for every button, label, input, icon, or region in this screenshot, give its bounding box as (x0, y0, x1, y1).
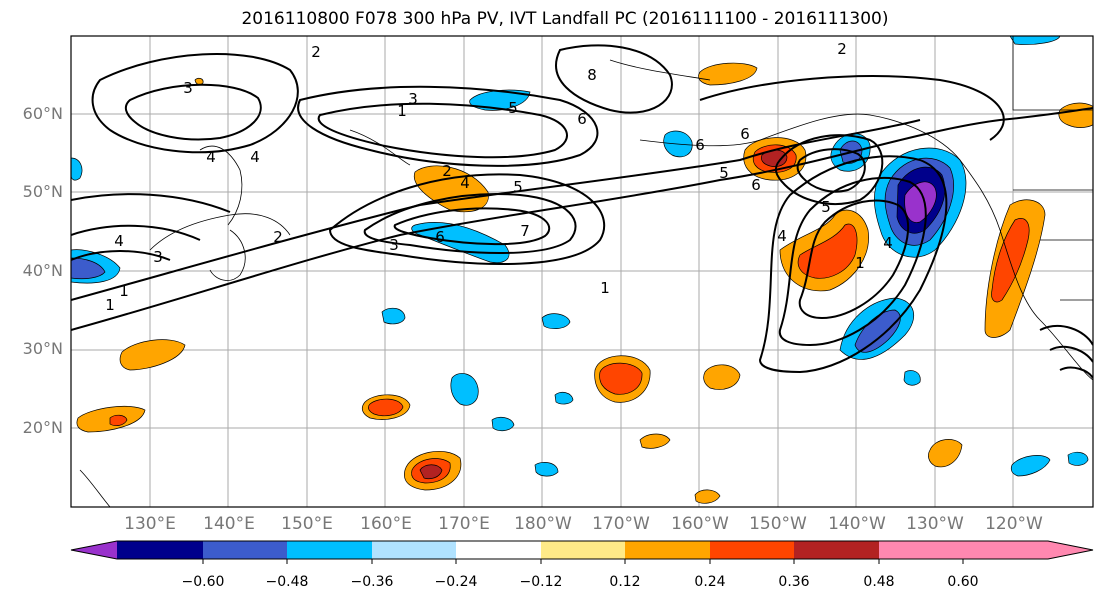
pv-contours (71, 44, 1093, 379)
contour-label: 6 (577, 110, 587, 128)
contour-label: 3 (408, 90, 418, 108)
lon-label-130e: 130°E (124, 514, 176, 534)
colorbar-tick-label: 0.12 (609, 574, 641, 590)
contour-label: 1 (600, 279, 610, 297)
contour-label: 4 (250, 148, 260, 166)
colorbar-segment (879, 541, 963, 559)
coastlines (79, 36, 1093, 507)
contour-label: 2 (442, 162, 452, 180)
contour-label: 2 (837, 40, 847, 58)
contour-label: 5 (513, 178, 523, 196)
lon-label-120w: 120°W (985, 514, 1043, 534)
contour-label: 1 (855, 254, 865, 272)
contour-label: 6 (740, 125, 750, 143)
contour-label: 3 (389, 236, 399, 254)
contour-label: 4 (114, 232, 124, 250)
lat-label-20n: 20°N (22, 418, 63, 437)
colorbar-tick-label: 0.24 (694, 574, 726, 590)
contour-label: 1 (105, 296, 115, 314)
lon-label-140w: 140°W (828, 514, 886, 534)
colorbar-tick-label: −0.60 (181, 574, 225, 590)
colorbar (70, 540, 1094, 564)
colorbar-tick-label: −0.12 (519, 574, 563, 590)
colorbar-tick-label: −0.24 (434, 574, 478, 590)
contour-label: 6 (751, 176, 761, 194)
map-frame (70, 35, 1094, 508)
lat-label-30n: 30°N (22, 339, 63, 358)
colorbar-segment (372, 541, 456, 559)
lon-label-150w: 150°W (749, 514, 807, 534)
contour-label: 2 (311, 43, 321, 61)
colorbar-segment (287, 541, 372, 559)
contour-label: 1 (119, 282, 129, 300)
contour-label: 5 (508, 99, 518, 117)
contour-label: 1 (397, 102, 407, 120)
lon-label-170e: 170°E (438, 514, 490, 534)
contour-label: 2 (273, 228, 283, 246)
colorbar-segment (710, 541, 794, 559)
contour-label: 3 (153, 248, 163, 266)
contour-label: 6 (435, 228, 445, 246)
colorbar-segment (541, 541, 625, 559)
colorbar-extend-high (963, 541, 1093, 559)
contour-labels: 2 2 3 1 4 5 6 7 5 6 5 4 1 5 1 4 3 1 2 3 … (105, 40, 893, 314)
colorbar-tick-label: 0.60 (947, 574, 979, 590)
colorbar-segment (203, 541, 287, 559)
colorbar-tick-label: −0.36 (350, 574, 394, 590)
contour-label: 5 (719, 164, 729, 182)
colorbar-segment (456, 541, 541, 559)
contour-label: 3 (183, 79, 193, 97)
lon-label-140e: 140°E (203, 514, 255, 534)
lat-label-50n: 50°N (22, 182, 63, 201)
colorbar-tick-label: −0.48 (265, 574, 309, 590)
contour-label: 6 (695, 136, 705, 154)
colorbar-tick-label: 0.48 (863, 574, 895, 590)
lon-label-130w: 130°W (906, 514, 964, 534)
contour-label: 8 (587, 66, 597, 84)
lon-label-150e: 150°E (281, 514, 333, 534)
colorbar-tick-label: 0.36 (778, 574, 810, 590)
colorbar-segment (117, 541, 203, 559)
lat-label-40n: 40°N (22, 261, 63, 280)
contour-label: 4 (460, 174, 470, 192)
lon-label-160w: 160°W (671, 514, 729, 534)
contour-label: 5 (821, 198, 831, 216)
colorbar-segment (625, 541, 710, 559)
contour-label: 4 (206, 148, 216, 166)
colorbar-segment (794, 541, 879, 559)
map-title: 2016110800 F078 300 hPa PV, IVT Landfall… (241, 9, 889, 29)
contour-label: 7 (520, 222, 530, 240)
lat-label-60n: 60°N (22, 104, 63, 123)
contour-label: 4 (777, 227, 787, 245)
lon-label-170w: 170°W (592, 514, 650, 534)
colorbar-extend-low (71, 541, 117, 559)
lon-label-180w: 180°W (514, 514, 572, 534)
contour-label: 4 (883, 234, 893, 252)
ivt-shading (71, 36, 1093, 504)
lon-label-160e: 160°E (360, 514, 412, 534)
